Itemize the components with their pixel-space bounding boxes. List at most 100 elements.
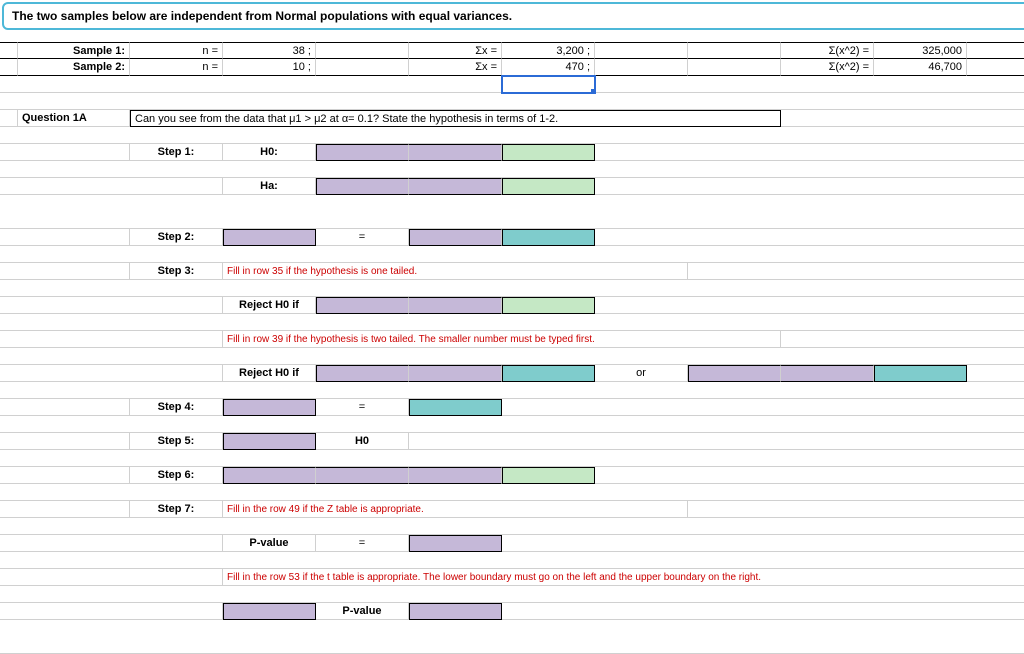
sample1-sumx2[interactable]: 325,000 xyxy=(874,42,967,59)
input-s2-3[interactable] xyxy=(502,229,595,246)
input-rej1-3[interactable] xyxy=(502,297,595,314)
blank xyxy=(409,433,1024,450)
blank-row xyxy=(0,382,1024,399)
blank xyxy=(316,42,409,59)
n-label-2: n = xyxy=(130,59,223,76)
h0-text: H0 xyxy=(316,433,409,450)
sample2-sumx[interactable]: 470 ; xyxy=(502,59,595,76)
blank-row xyxy=(0,620,1024,654)
blank xyxy=(0,229,130,246)
input-pval-1[interactable] xyxy=(409,535,502,552)
pvalue-label-1: P-value xyxy=(223,535,316,552)
sumx2-label-2: Σ(x^2) = xyxy=(781,59,874,76)
step6-label: Step 6: xyxy=(130,467,223,484)
input-s6-1[interactable] xyxy=(223,467,316,484)
input-pval-t-lower[interactable] xyxy=(223,603,316,620)
sample2-sumx2[interactable]: 46,700 xyxy=(874,59,967,76)
blank-row xyxy=(0,127,1024,144)
blank xyxy=(595,76,1024,93)
blank xyxy=(0,399,130,416)
blank xyxy=(0,569,223,586)
blank-row xyxy=(0,348,1024,365)
eq: = xyxy=(316,229,409,246)
hint-53: Fill in the row 53 if the t table is app… xyxy=(223,569,1024,586)
input-s2-2[interactable] xyxy=(409,229,502,246)
input-rej2-2[interactable] xyxy=(409,365,502,382)
sample1-n[interactable]: 38 ; xyxy=(223,42,316,59)
input-rej1-2[interactable] xyxy=(409,297,502,314)
blank xyxy=(595,59,688,76)
blank-row xyxy=(0,518,1024,535)
step1-label: Step 1: xyxy=(130,144,223,161)
input-pval-t-upper[interactable] xyxy=(409,603,502,620)
selected-cell[interactable] xyxy=(502,76,595,93)
spreadsheet-view: The two samples below are independent fr… xyxy=(0,0,1024,654)
blank xyxy=(0,535,223,552)
blank xyxy=(0,297,223,314)
reject-h0-label-1: Reject H0 if xyxy=(223,297,316,314)
blank xyxy=(781,110,1024,127)
input-ha-1[interactable] xyxy=(316,178,409,195)
blank xyxy=(0,331,223,348)
step3-label: Step 3: xyxy=(130,263,223,280)
input-rej2-3[interactable] xyxy=(502,365,595,382)
sumx2-label-1: Σ(x^2) = xyxy=(781,42,874,59)
grid: The two samples below are independent fr… xyxy=(0,0,1024,654)
blank xyxy=(0,603,223,620)
input-s4-2[interactable] xyxy=(409,399,502,416)
blank-row xyxy=(0,484,1024,501)
blank xyxy=(0,144,130,161)
blank xyxy=(967,365,1024,382)
h0-label: H0: xyxy=(223,144,316,161)
blank-row xyxy=(0,586,1024,603)
input-s6-3[interactable] xyxy=(409,467,502,484)
input-h0-1[interactable] xyxy=(316,144,409,161)
input-s5-1[interactable] xyxy=(223,433,316,450)
input-s4-1[interactable] xyxy=(223,399,316,416)
blank xyxy=(595,467,1024,484)
input-h0-3[interactable] xyxy=(502,144,595,161)
input-s2-1[interactable] xyxy=(223,229,316,246)
input-s6-2[interactable] xyxy=(316,467,409,484)
hint-35: Fill in row 35 if the hypothesis is one … xyxy=(223,263,688,280)
input-ha-2[interactable] xyxy=(409,178,502,195)
input-rej2-6[interactable] xyxy=(874,365,967,382)
blank xyxy=(0,433,130,450)
input-h0-2[interactable] xyxy=(409,144,502,161)
blank-row xyxy=(0,552,1024,569)
gutter xyxy=(0,110,18,127)
eq: = xyxy=(316,535,409,552)
blank xyxy=(0,467,130,484)
blank xyxy=(688,42,781,59)
blank-row xyxy=(0,314,1024,331)
sample1-label: Sample 1: xyxy=(18,42,130,59)
blank xyxy=(0,365,223,382)
input-rej2-5[interactable] xyxy=(781,365,874,382)
question-1a-text: Can you see from the data that μ1 > μ2 a… xyxy=(130,110,781,127)
input-ha-3[interactable] xyxy=(502,178,595,195)
input-rej2-4[interactable] xyxy=(688,365,781,382)
sumx-label-2: Σx = xyxy=(409,59,502,76)
hint-49: Fill in the row 49 if the Z table is app… xyxy=(223,501,688,518)
sample2-n[interactable]: 10 ; xyxy=(223,59,316,76)
blank xyxy=(0,76,502,93)
blank xyxy=(502,399,1024,416)
blank xyxy=(595,42,688,59)
blank-row xyxy=(0,161,1024,178)
blank-row xyxy=(0,195,1024,229)
eq: = xyxy=(316,399,409,416)
blank-row xyxy=(0,280,1024,297)
blank-row xyxy=(0,246,1024,263)
blank-row xyxy=(0,450,1024,467)
input-s6-4[interactable] xyxy=(502,467,595,484)
input-rej2-1[interactable] xyxy=(316,365,409,382)
step7-label: Step 7: xyxy=(130,501,223,518)
input-rej1-1[interactable] xyxy=(316,297,409,314)
or-text: or xyxy=(595,365,688,382)
blank xyxy=(316,59,409,76)
sample2-label: Sample 2: xyxy=(18,59,130,76)
question-1a-label: Question 1A xyxy=(18,110,130,127)
reject-h0-label-2: Reject H0 if xyxy=(223,365,316,382)
blank xyxy=(688,263,1024,280)
sample1-sumx[interactable]: 3,200 ; xyxy=(502,42,595,59)
